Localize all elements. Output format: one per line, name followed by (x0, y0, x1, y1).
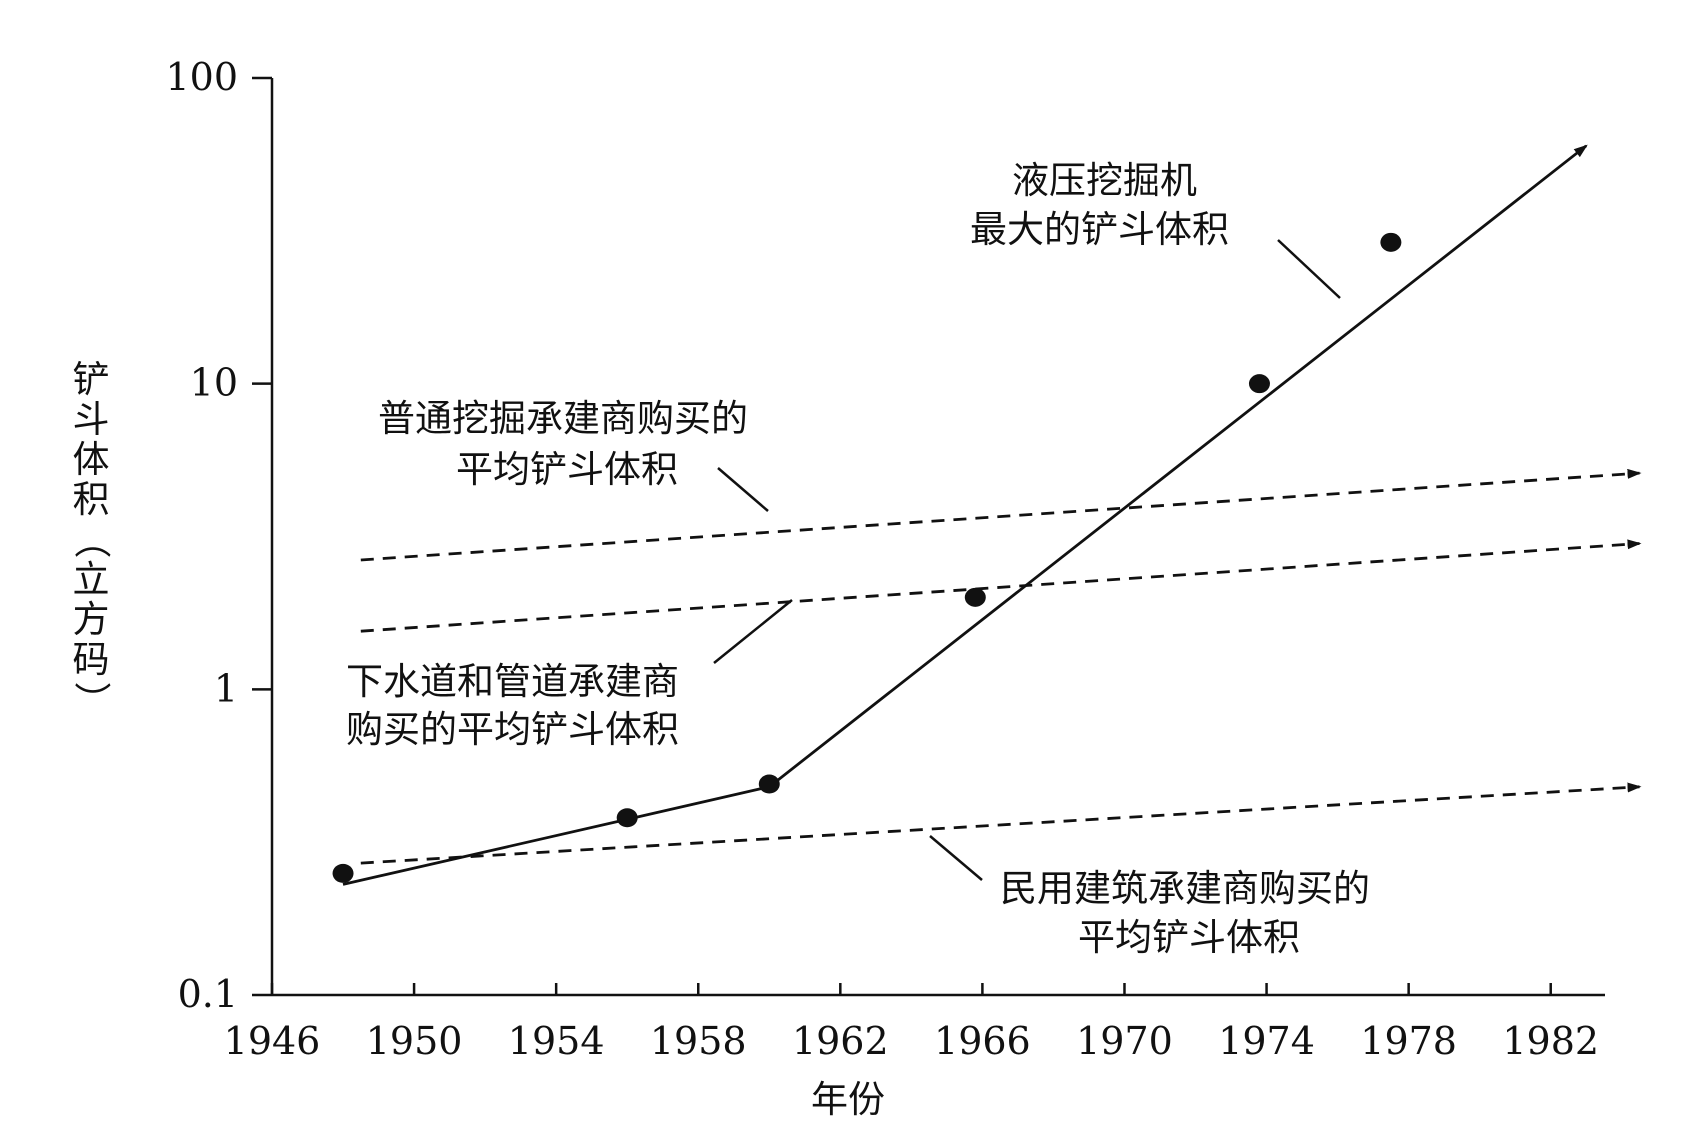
x-tick-label: 1946 (224, 1019, 321, 1063)
x-tick-label: 1958 (650, 1019, 747, 1063)
y-axis-title: 铲斗体积（立方码） (70, 358, 113, 719)
annotation-civil-line-2: 平均铲斗体积 (1078, 916, 1300, 959)
y-axis-title-char: ） (70, 682, 113, 719)
x-tick-label: 1982 (1502, 1019, 1599, 1063)
x-tick-label: 1978 (1360, 1019, 1457, 1063)
x-tick-label: 1970 (1076, 1019, 1173, 1063)
y-axis-title-char: 立 (73, 558, 110, 601)
x-tick-label: 1974 (1218, 1019, 1315, 1063)
leader-civil (929, 835, 983, 881)
data-point (964, 587, 986, 607)
x-tick-label: 1962 (792, 1019, 889, 1063)
series-line-0 (342, 144, 1588, 886)
series-line-3 (360, 782, 1642, 865)
series-line-2 (360, 539, 1642, 633)
data-point (758, 774, 780, 794)
series-line-1 (360, 468, 1642, 562)
annotation-hydraulic-line-2: 最大的铲斗体积 (970, 208, 1229, 251)
annotation-civil-line-1: 民用建筑承建商购买的 (1000, 867, 1370, 910)
y-axis-title-char: 体 (73, 438, 110, 481)
series-layer (342, 144, 1642, 886)
y-axis-title-char: 积 (73, 478, 110, 521)
annotations: 液压挖掘机 最大的铲斗体积 普通挖掘承建商购买的 平均铲斗体积 下水道和管道承建… (346, 159, 1370, 959)
y-axis-title-char: （ (70, 522, 113, 559)
y-axis-title-char: 方 (73, 598, 110, 641)
y-tick-label: 1 (214, 666, 238, 710)
y-tick-label: 10 (190, 361, 238, 405)
leader-hydraulic (1277, 239, 1341, 299)
y-ticks: 100 10 1 0.1 (165, 55, 272, 1016)
data-point (1248, 374, 1270, 394)
x-tick-label: 1954 (508, 1019, 605, 1063)
axes (270, 78, 1605, 997)
annotation-general-line-2: 平均铲斗体积 (456, 448, 678, 491)
y-tick-label: 100 (165, 55, 238, 99)
annotation-hydraulic-line-1: 液压挖掘机 (1012, 159, 1197, 202)
annotation-sewer-line-1: 下水道和管道承建商 (346, 660, 679, 703)
leader-sewer (713, 599, 793, 664)
y-tick-label: 0.1 (178, 972, 238, 1016)
leader-general (717, 467, 769, 512)
x-tick-label: 1966 (934, 1019, 1031, 1063)
x-ticks: 1946 1950 1954 1958 1962 1966 1970 1974 1978 1982 (224, 983, 1599, 1063)
annotation-leaders (713, 239, 1341, 881)
points-layer (332, 232, 1402, 883)
y-axis-title-char: 铲 (73, 358, 110, 401)
y-axis-title-char: 斗 (73, 398, 110, 441)
annotation-sewer-line-2: 购买的平均铲斗体积 (346, 708, 679, 751)
x-axis-title: 年份 (811, 1078, 885, 1121)
data-point (332, 863, 354, 883)
data-point (1380, 232, 1402, 252)
annotation-general-line-1: 普通挖掘承建商购买的 (378, 397, 748, 440)
y-axis-title-char: 码 (73, 638, 110, 681)
data-point (616, 808, 638, 828)
x-tick-label: 1950 (366, 1019, 463, 1063)
